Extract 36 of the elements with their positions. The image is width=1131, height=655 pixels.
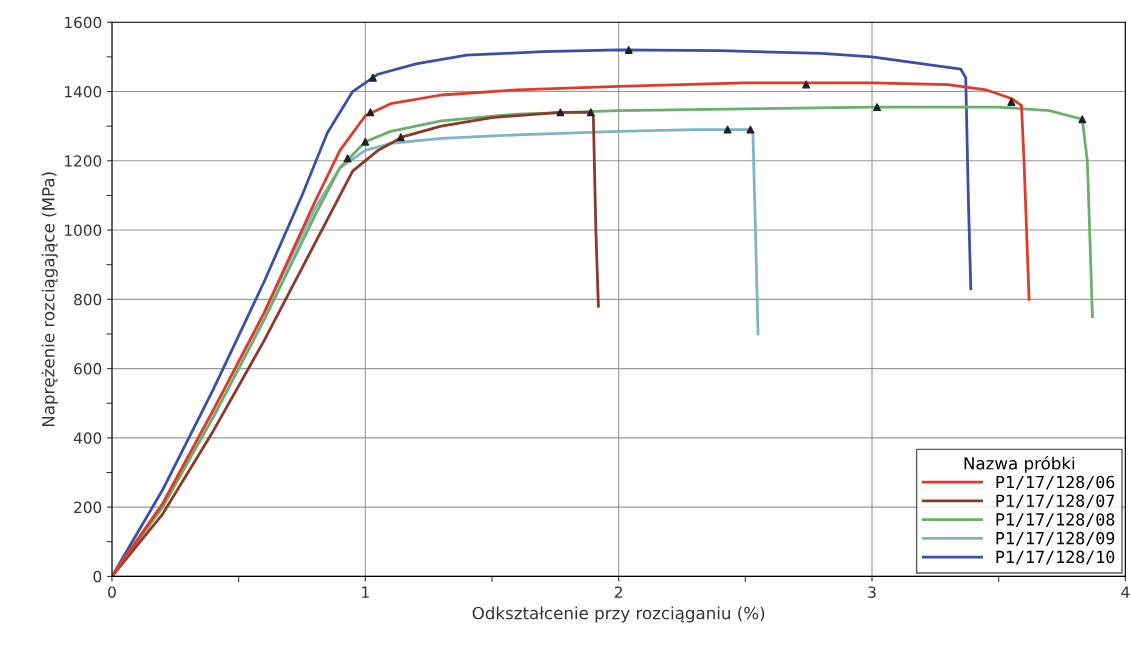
point — [343, 154, 352, 163]
y-tick-label: 1200 — [65, 155, 102, 167]
point — [366, 108, 375, 117]
y-tick-label: 200 — [74, 501, 102, 514]
point — [802, 80, 811, 89]
legend-title: Nazwa próbki — [964, 456, 1075, 473]
point — [624, 46, 633, 54]
point — [723, 125, 732, 134]
point — [746, 125, 755, 134]
x-tick-label: 4 — [1121, 586, 1130, 598]
y-tick-label: 1000 — [65, 224, 102, 237]
point — [586, 108, 595, 117]
y-tick-label: 1400 — [65, 86, 102, 98]
legend-label: P1/17/128/06 — [996, 475, 1115, 490]
point — [396, 133, 405, 142]
x-tick-label: 2 — [614, 586, 622, 598]
y-tick-label: 0 — [93, 570, 102, 583]
point — [1078, 115, 1087, 124]
legend-label: P1/17/128/08 — [996, 513, 1115, 528]
legend-label: P1/17/128/10 — [996, 550, 1115, 565]
point — [368, 73, 377, 82]
point — [873, 103, 882, 112]
x-tick-label: 0 — [108, 586, 116, 598]
legend-label: P1/17/128/09 — [996, 531, 1115, 546]
y-tick-label: 1600 — [65, 16, 102, 29]
x-tick-label: 1 — [362, 586, 369, 598]
legend-label: P1/17/128/07 — [996, 494, 1115, 509]
point — [556, 108, 565, 117]
y-tick-label: 400 — [73, 432, 102, 444]
y-tick-label: 800 — [74, 293, 102, 306]
y-tick-label: 600 — [74, 363, 102, 375]
x-tick-label: 3 — [868, 586, 876, 598]
x-axis-title: Odkształcenie przy rozciąganiu (%) — [472, 606, 765, 623]
point — [1007, 97, 1016, 106]
point — [361, 137, 370, 146]
y-axis-title: Naprężenie rozciągające (MPa) — [41, 172, 58, 427]
